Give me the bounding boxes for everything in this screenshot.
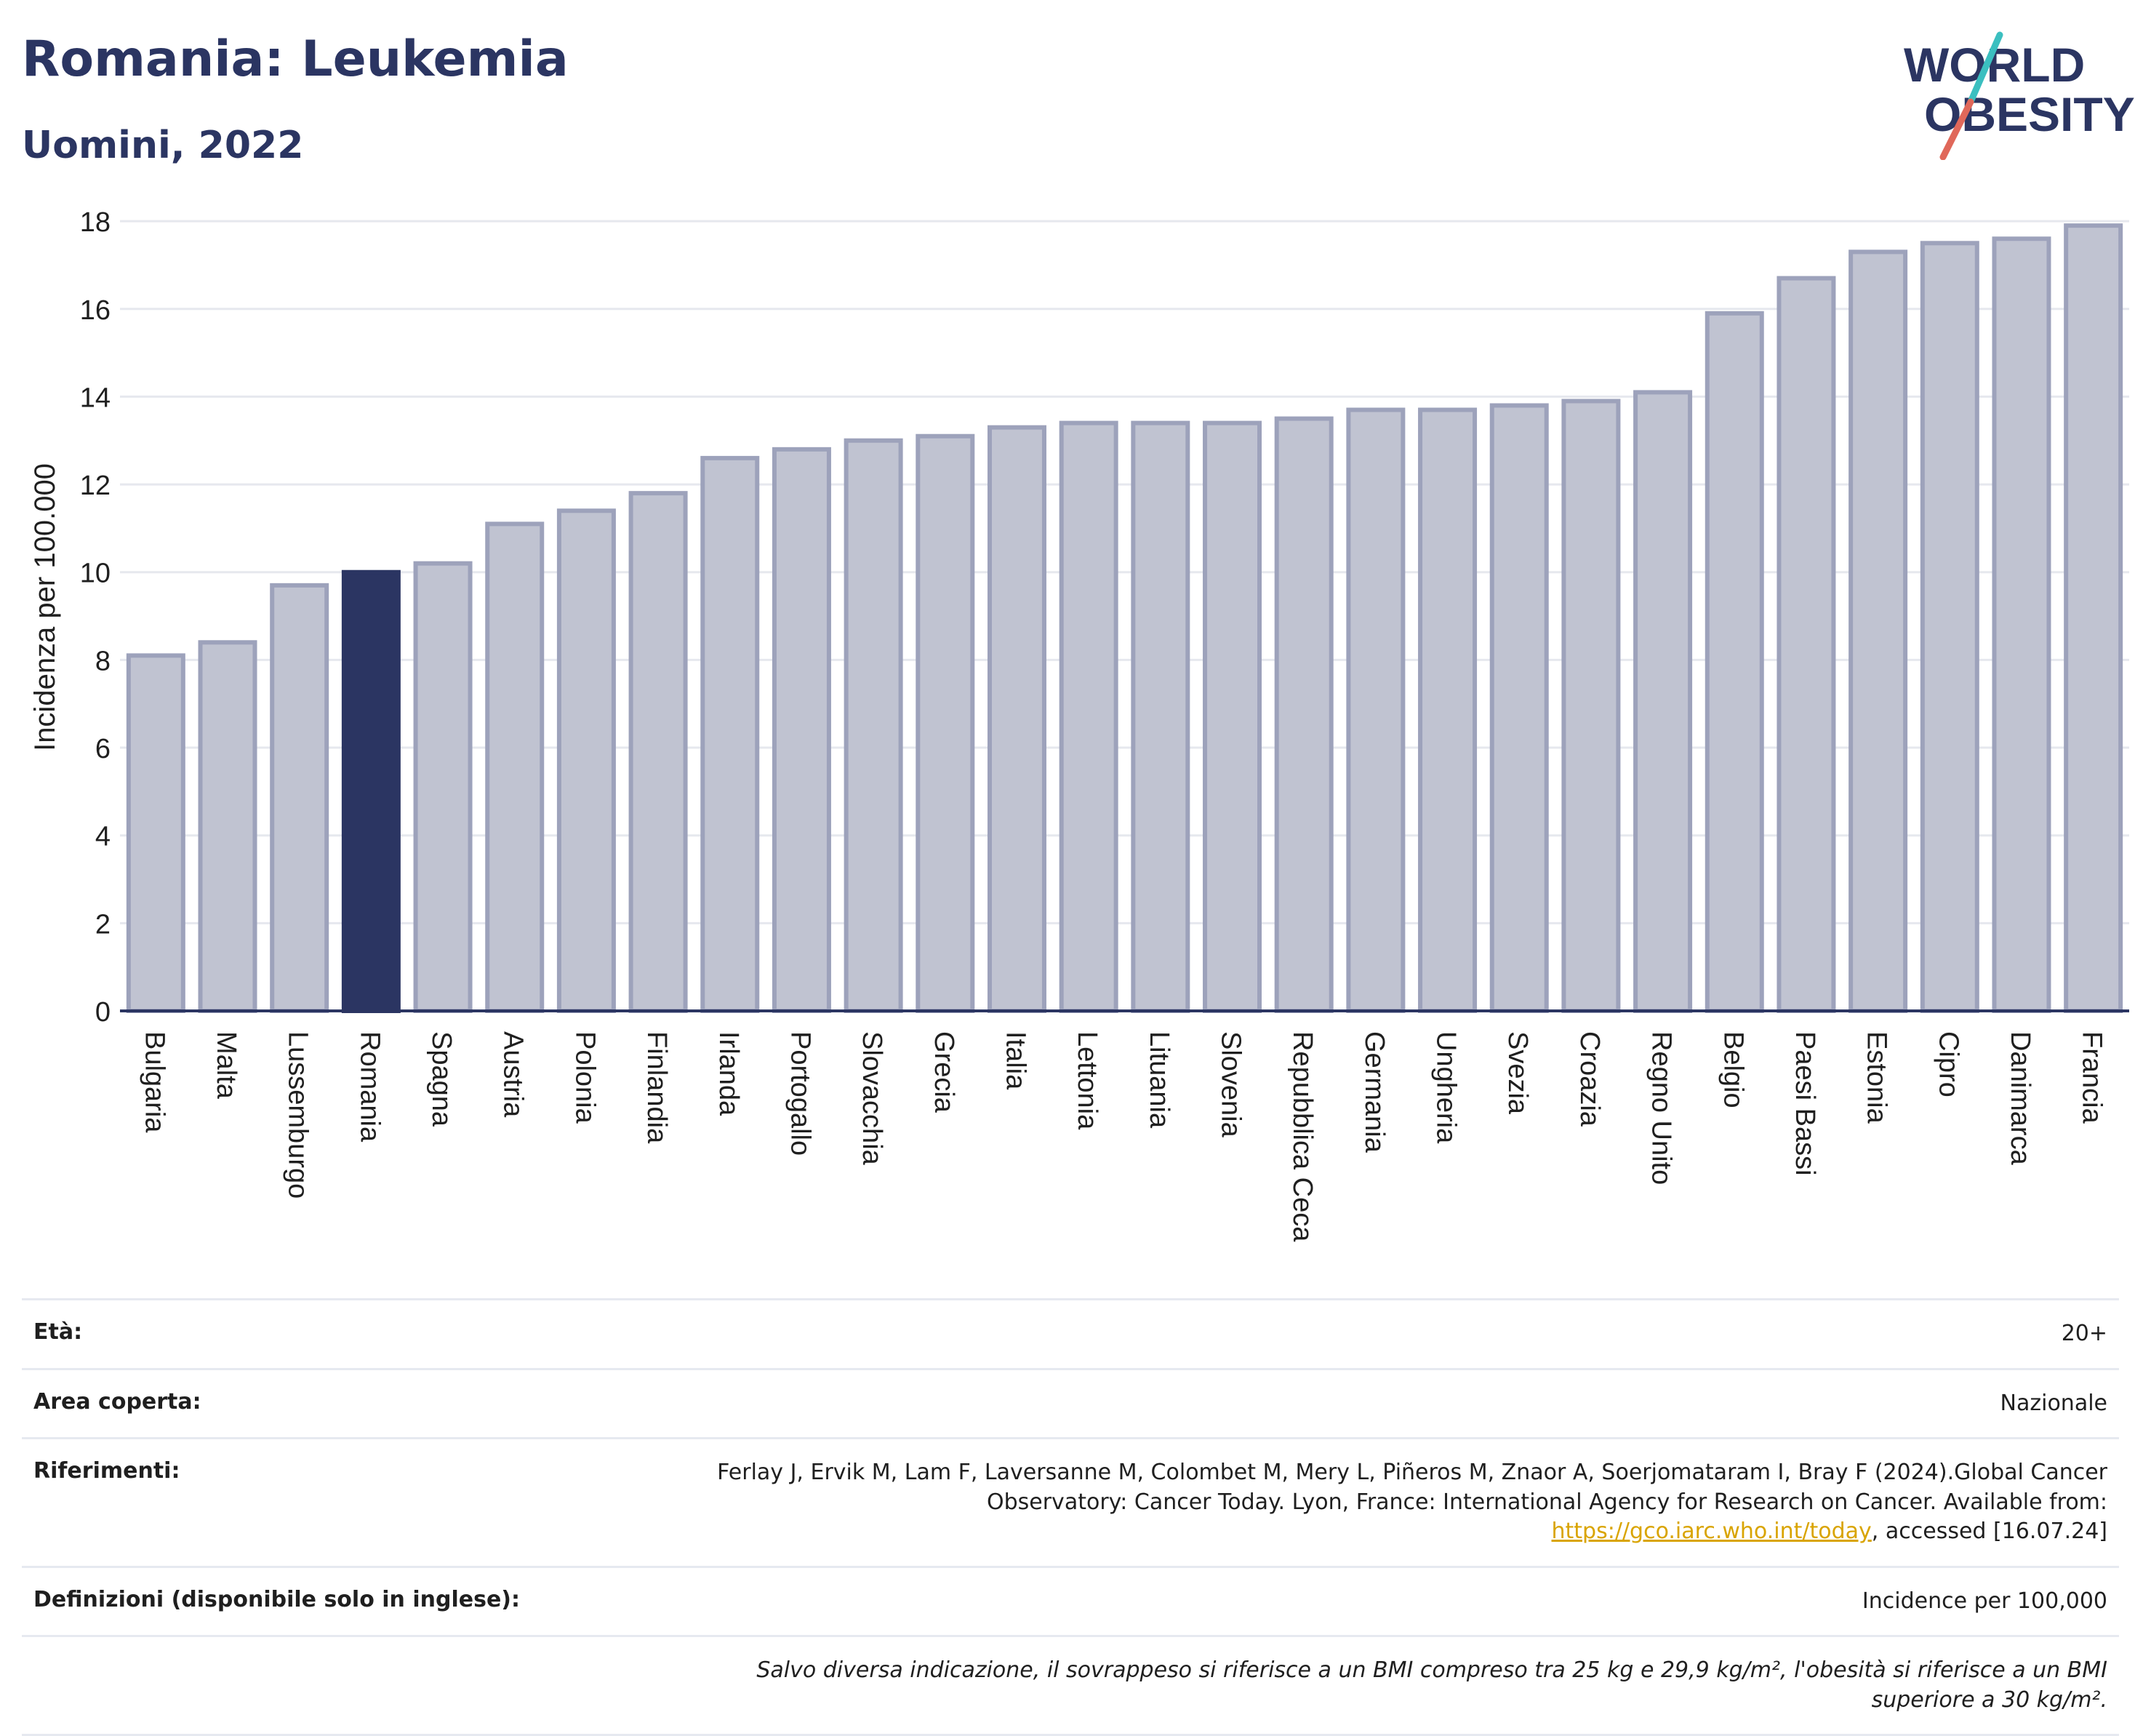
x-tick-label: Lituania: [1144, 1031, 1174, 1129]
x-tick-label: Francia: [2077, 1031, 2107, 1124]
logo-text-obesity: OBESITY: [1924, 87, 2135, 141]
x-tick-label: Regno Unito: [1646, 1031, 1677, 1185]
bar-belgio: [1705, 311, 1764, 1013]
y-tick-label: 6: [95, 734, 111, 764]
x-tick-label: Svezia: [1502, 1031, 1533, 1115]
x-tick-label: Finlandia: [641, 1031, 672, 1144]
y-tick-label: 16: [80, 295, 111, 326]
references-accessed: , accessed [16.07.24]: [1871, 1519, 2107, 1544]
x-tick-label: Danimarca: [2005, 1031, 2035, 1166]
x-tick-label: Croazia: [1574, 1031, 1605, 1127]
bar-slovenia: [1203, 420, 1262, 1013]
bar-regno-unito: [1633, 390, 1693, 1013]
bar-finlandia: [628, 491, 688, 1013]
y-tick-label: 10: [80, 559, 111, 589]
bar-italia: [987, 425, 1046, 1013]
bar-irlanda: [700, 455, 760, 1013]
bar-malta: [198, 640, 257, 1013]
x-tick-label: Germania: [1359, 1031, 1390, 1153]
y-tick-label: 4: [95, 822, 111, 852]
x-tick-label: Cipro: [1933, 1031, 1963, 1097]
references-label: Riferimenti:: [33, 1458, 180, 1484]
bar-danimarca: [1992, 236, 2051, 1013]
bar-repubblica-ceca: [1274, 416, 1334, 1013]
x-tick-label: Slovenia: [1216, 1031, 1246, 1138]
y-tick-label: 14: [80, 383, 111, 413]
bars: [126, 223, 2123, 1014]
bar-spagna: [413, 561, 473, 1013]
x-tick-label: Portogallo: [785, 1031, 815, 1156]
y-tick-label: 8: [95, 646, 111, 676]
logo-slash-coral: [1939, 98, 1974, 160]
x-tick-label: Repubblica Ceca: [1287, 1031, 1318, 1242]
definitions-label: Definizioni (disponibile solo in inglese…: [33, 1586, 520, 1612]
bar-bulgaria: [126, 653, 185, 1013]
age-label: Età:: [33, 1319, 83, 1345]
x-tick-label: Grecia: [929, 1031, 959, 1113]
bar-svezia: [1489, 403, 1549, 1013]
info-table: Età: 20+ Area coperta: Nazionale Riferim…: [22, 1298, 2119, 1736]
bar-portogallo: [772, 447, 831, 1013]
bar-lettonia: [1059, 420, 1118, 1013]
y-tick-labels: 0 2 4 6 8 10 12 14 16 18: [80, 207, 111, 1028]
bar-germania: [1346, 407, 1406, 1013]
bar-polonia: [556, 508, 616, 1013]
references-text: Ferlay J, Ervik M, Lam F, Laversanne M, …: [717, 1460, 2107, 1515]
bar-chart: 0 2 4 6 8 10 12 14 16 18 Bulgaria Malta Lussemburgo…: [29, 207, 2129, 1242]
references-link[interactable]: https://gco.iarc.who.int/today: [1551, 1519, 1872, 1544]
info-row-footnote: Salvo diversa indicazione, il sovrappeso…: [22, 1635, 2119, 1736]
bar-lituania: [1131, 420, 1190, 1013]
x-tick-label: Spagna: [426, 1031, 457, 1127]
x-tick-label: Lettonia: [1072, 1031, 1102, 1130]
x-tick-label: Bulgaria: [139, 1031, 169, 1133]
world-obesity-logo: WORLD OBESITY: [1904, 31, 2135, 160]
info-row-references: Riferimenti: Ferlay J, Ervik M, Lam F, L…: [22, 1437, 2119, 1566]
bar-austria: [485, 521, 545, 1013]
x-tick-label: Malta: [211, 1031, 241, 1100]
y-tick-label: 2: [95, 909, 111, 940]
x-tick-label: Romania: [354, 1031, 385, 1143]
x-tick-label: Italia: [1000, 1031, 1030, 1090]
info-row-age: Età: 20+: [22, 1298, 2119, 1368]
age-value: 20+: [2061, 1321, 2107, 1346]
area-label: Area coperta:: [33, 1388, 201, 1415]
info-row-definitions: Definizioni (disponibile solo in inglese…: [22, 1565, 2119, 1636]
y-tick-label: 18: [80, 207, 111, 238]
x-tick-label: Polonia: [569, 1031, 600, 1124]
bar-romania: [341, 569, 401, 1013]
x-tick-label: Ungheria: [1431, 1031, 1462, 1144]
bar-croazia: [1561, 399, 1621, 1013]
y-tick-label: 12: [80, 471, 111, 501]
bar-lussemburgo: [270, 583, 329, 1013]
area-value: Nazionale: [2000, 1390, 2107, 1416]
x-tick-label: Lussemburgo: [283, 1031, 313, 1199]
x-tick-label: Austria: [498, 1031, 529, 1118]
bar-grecia: [916, 433, 975, 1013]
x-tick-label: Paesi Bassi: [1790, 1031, 1820, 1176]
bar-ungheria: [1418, 407, 1478, 1013]
bar-slovacchia: [844, 438, 903, 1013]
x-tick-label: Belgio: [1718, 1031, 1748, 1108]
x-tick-label: Slovacchia: [857, 1031, 887, 1166]
x-tick-labels: Bulgaria Malta Lussemburgo Romania Spagna Aus…: [139, 1031, 2107, 1242]
y-axis-label: Incidenza per 100.000: [29, 463, 61, 751]
x-tick-label: Estonia: [1862, 1031, 1892, 1124]
references-value: Ferlay J, Ervik M, Lam F, Laversanne M, …: [653, 1458, 2107, 1547]
chart-subtitle: Uomini, 2022: [22, 124, 304, 167]
y-tick-label: 0: [95, 997, 111, 1028]
bar-francia: [2064, 223, 2123, 1013]
x-tick-label: Irlanda: [713, 1031, 744, 1116]
bar-cipro: [1920, 241, 1979, 1014]
definitions-value: Incidence per 100,000: [1862, 1588, 2107, 1614]
bar-estonia: [1848, 249, 1908, 1014]
info-row-area: Area coperta: Nazionale: [22, 1367, 2119, 1438]
logo-slash-teal: [1967, 31, 2003, 105]
footnote-text: Salvo diversa indicazione, il sovrappeso…: [756, 1657, 2107, 1713]
chart-title: Romania: Leukemia: [22, 31, 569, 88]
bar-paesi-bassi: [1777, 276, 1836, 1014]
